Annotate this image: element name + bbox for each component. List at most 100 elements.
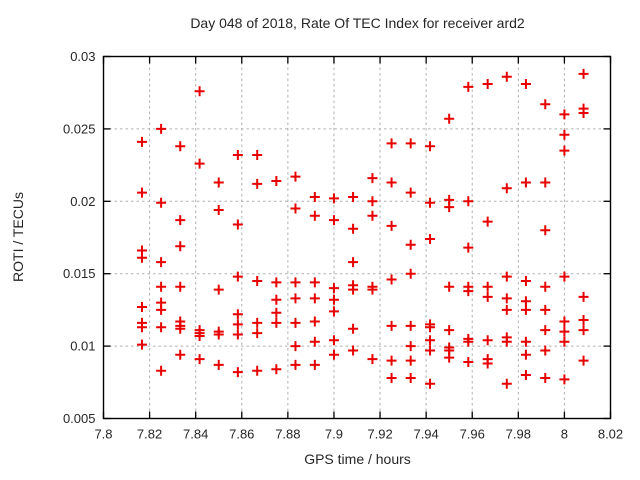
data-point-marker (425, 233, 436, 244)
data-point-marker (386, 138, 397, 149)
data-point-marker (232, 319, 243, 330)
data-point-marker (213, 204, 224, 215)
data-point-marker (136, 252, 147, 263)
data-point-marker (328, 283, 339, 294)
data-point-marker (482, 291, 493, 302)
data-point-marker (367, 210, 378, 221)
data-point-marker (540, 99, 551, 110)
data-point-marker (386, 220, 397, 231)
data-point-marker (386, 274, 397, 285)
data-point-marker (252, 178, 263, 189)
data-point-marker (271, 317, 282, 328)
data-point-marker (482, 216, 493, 227)
data-point-marker (405, 341, 416, 352)
data-point-marker (520, 304, 531, 315)
data-point-marker (309, 359, 320, 370)
data-point-marker (290, 171, 301, 182)
data-point-marker (290, 317, 301, 328)
x-tick-label: 8 (561, 427, 568, 442)
data-point-marker (309, 336, 320, 347)
data-point-marker (425, 378, 436, 389)
data-point-marker (213, 359, 224, 370)
data-point-marker (136, 339, 147, 350)
data-point-marker (444, 281, 455, 292)
data-point-marker (309, 191, 320, 202)
data-point-marker (156, 281, 167, 292)
data-point-marker (463, 336, 474, 347)
data-point-marker (290, 203, 301, 214)
data-point-marker (520, 370, 531, 381)
x-tick-label: 7.82 (137, 427, 162, 442)
data-point-marker (136, 136, 147, 147)
data-point-marker (463, 196, 474, 207)
data-point-marker (175, 349, 186, 360)
data-point-marker (252, 149, 263, 160)
data-point-marker (290, 359, 301, 370)
x-tick-label: 7.84 (183, 427, 208, 442)
data-point-marker (386, 177, 397, 188)
data-point-marker (540, 372, 551, 383)
data-point-marker (540, 345, 551, 356)
data-point-marker (194, 158, 205, 169)
data-point-marker (425, 197, 436, 208)
data-point-marker (290, 341, 301, 352)
data-point-marker (156, 322, 167, 333)
data-point-marker (444, 202, 455, 213)
data-point-marker (482, 358, 493, 369)
data-point-marker (328, 335, 339, 346)
data-point-marker (348, 191, 359, 202)
data-point-marker (425, 141, 436, 152)
data-point-marker (136, 322, 147, 333)
data-point-marker (405, 372, 416, 383)
y-tick-label: 0.02 (70, 194, 95, 209)
data-point-marker (540, 325, 551, 336)
x-tick-label: 7.96 (460, 427, 485, 442)
data-point-marker (540, 177, 551, 188)
data-point-marker (405, 187, 416, 198)
data-point-marker (367, 284, 378, 295)
data-point-marker (213, 177, 224, 188)
data-point-marker (156, 304, 167, 315)
data-point-marker (578, 355, 589, 366)
data-point-marker (252, 328, 263, 339)
data-point-marker (156, 257, 167, 268)
data-point-marker (444, 325, 455, 336)
data-point-marker (136, 302, 147, 313)
data-point-marker (328, 306, 339, 317)
data-point-marker (328, 294, 339, 305)
data-point-marker (405, 320, 416, 331)
data-point-marker (194, 86, 205, 97)
data-point-marker (501, 378, 512, 389)
data-point-marker (290, 293, 301, 304)
data-point-marker (386, 372, 397, 383)
data-point-marker (559, 145, 570, 156)
chart-title: Day 048 of 2018, Rate Of TEC Index for r… (190, 15, 525, 31)
data-point-marker (271, 307, 282, 318)
data-point-marker (136, 187, 147, 198)
data-point-marker (367, 196, 378, 207)
data-point-marker (348, 223, 359, 234)
data-point-marker (425, 335, 436, 346)
data-point-marker (520, 349, 531, 360)
data-point-marker (559, 326, 570, 337)
x-tick-label: 7.86 (229, 427, 254, 442)
x-tick-label: 7.8 (94, 427, 112, 442)
data-point-marker (348, 345, 359, 356)
data-point-marker (194, 354, 205, 365)
y-tick-label: 0.03 (70, 49, 95, 64)
data-point-marker (425, 345, 436, 356)
data-point-marker (386, 320, 397, 331)
data-point-marker (232, 219, 243, 230)
data-point-marker (232, 149, 243, 160)
data-point-marker (175, 215, 186, 226)
data-point-marker (520, 296, 531, 307)
x-tick-label: 7.94 (413, 427, 438, 442)
data-point-marker (578, 315, 589, 326)
data-point-marker (559, 336, 570, 347)
data-point-marker (232, 367, 243, 378)
data-point-marker (425, 322, 436, 333)
x-axis-title: GPS time / hours (304, 451, 411, 467)
data-point-marker (232, 309, 243, 320)
data-point-marker (520, 275, 531, 286)
